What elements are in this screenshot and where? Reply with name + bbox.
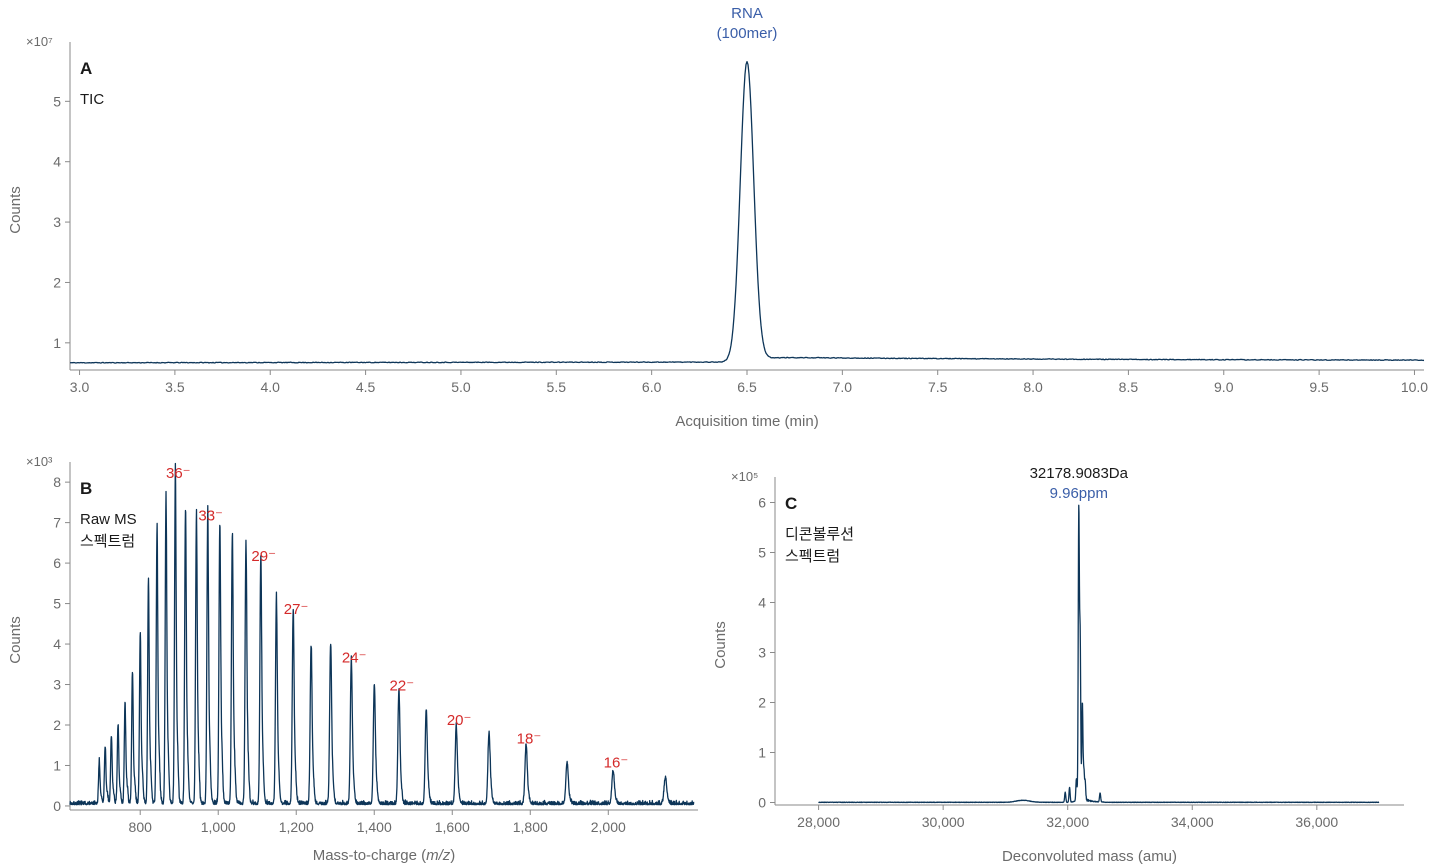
y-axis-title: Counts [712,621,729,669]
panel-label: TIC [80,91,104,108]
x-tick-label: 34,000 [1171,814,1214,830]
x-tick-label: 30,000 [922,814,965,830]
y-tick-label: 6 [758,495,766,511]
x-tick-label: 8.0 [1023,379,1043,395]
x-tick-label: 1,600 [435,819,470,835]
x-tick-label: 36,000 [1295,814,1338,830]
series-line-b [69,462,695,806]
charge-state-label: 33⁻ [198,508,223,525]
y-tick-label: 5 [53,93,61,109]
x-tick-label: 800 [129,819,153,835]
peak-annotation: RNA [731,5,763,22]
charge-state-label: 16⁻ [604,755,629,772]
x-tick-label: 1,000 [201,819,236,835]
x-tick-label: 32,000 [1046,814,1089,830]
x-axis-title: Mass-to-charge (m/z) [313,847,456,864]
charge-state-label: 20⁻ [447,712,472,729]
panel-label: Raw MS [80,511,137,528]
y-axis-title: Counts [7,616,24,664]
y-tick-label: 3 [53,677,61,693]
x-axis-title: Acquisition time (min) [675,413,818,430]
y-tick-label: 6 [53,555,61,571]
x-tick-label: 7.0 [833,379,853,395]
y-tick-label: 0 [53,798,61,814]
x-tick-label: 9.0 [1214,379,1234,395]
charge-state-label: 27⁻ [284,601,309,618]
charge-state-label: 36⁻ [166,465,191,482]
y-tick-label: 1 [53,757,61,773]
y-exponent-label: ×10⁵ [731,469,758,484]
x-tick-label: 9.5 [1309,379,1329,395]
x-axis-title: Deconvoluted mass (amu) [1002,848,1177,865]
panel-letter: A [80,59,92,78]
x-tick-label: 2,000 [591,819,626,835]
x-tick-label: 28,000 [797,814,840,830]
y-exponent-label: ×10³ [26,454,53,469]
x-tick-label: 6.0 [642,379,662,395]
y-tick-label: 1 [758,745,766,761]
x-axis-title-part: ) [450,847,455,864]
charge-state-label: 29⁻ [251,548,276,565]
charge-state-label: 22⁻ [390,678,415,695]
y-tick-label: 0 [758,795,766,811]
charge-state-label: 24⁻ [342,649,367,666]
y-tick-label: 4 [53,154,61,170]
y-tick-label: 3 [758,645,766,661]
x-tick-label: 1,800 [513,819,548,835]
x-tick-label: 4.0 [261,379,281,395]
x-tick-label: 3.0 [70,379,90,395]
x-axis-title-part: m/z [426,847,451,864]
x-tick-label: 4.5 [356,379,376,395]
y-tick-label: 8 [53,474,61,490]
charge-state-label: 18⁻ [517,730,542,747]
y-tick-label: 7 [53,515,61,531]
panel-a: 3.0 3.5 4.0 4.5 5.0 5.5 6.0 6.5 7.0 7.5 8.0 8.5 9.0 9… [7,5,1428,430]
y-tick-label: 1 [53,335,61,351]
panel-label: 디콘볼루션 [785,526,854,543]
y-tick-label: 2 [53,717,61,733]
y-tick-label: 5 [53,596,61,612]
x-tick-label: 1,400 [357,819,392,835]
x-tick-label: 10.0 [1401,379,1428,395]
x-tick-label: 5.0 [451,379,471,395]
peak-annotation: (100mer) [717,25,778,42]
y-tick-label: 2 [758,695,766,711]
x-axis-title-part: Mass-to-charge ( [313,847,426,864]
y-tick-label: 3 [53,214,61,230]
x-tick-label: 8.5 [1119,379,1139,395]
x-tick-label: 7.5 [928,379,948,395]
panel-label: 스펙트럼 [785,548,840,565]
x-tick-label: 5.5 [547,379,567,395]
panel-c: 28,000 30,000 32,000 34,000 36,000 0 1 2 3 4 5 6×10… [712,465,1404,865]
mass-annotation: 32178.9083Da [1030,465,1129,482]
series-line-c [818,504,1380,804]
panel-label: 스펙트럼 [80,533,135,550]
x-tick-label: 3.5 [165,379,185,395]
x-tick-label: 6.5 [737,379,757,395]
y-exponent-label: ×10⁷ [26,34,53,49]
series-line-a [69,60,1425,364]
y-tick-label: 4 [758,595,766,611]
x-tick-label: 1,200 [279,819,314,835]
mass-annotation: 9.96ppm [1050,485,1108,502]
panel-letter: C [785,494,797,513]
y-tick-label: 4 [53,636,61,652]
panel-b: 800 1,000 1,200 1,400 1,600 1,800 2,000 0 1 2 3 4 5 6… [7,454,698,864]
panel-letter: B [80,479,92,498]
y-tick-label: 2 [53,274,61,290]
y-tick-label: 5 [758,545,766,561]
y-axis-title: Counts [7,186,24,234]
